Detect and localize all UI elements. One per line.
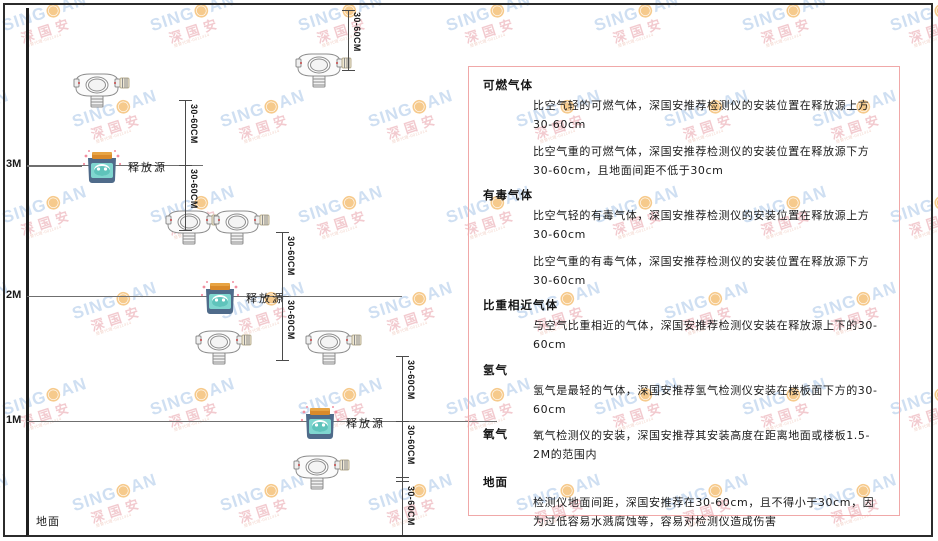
panel-section-heading: 可燃气体 — [483, 78, 533, 92]
panel-section-heading: 地面 — [483, 474, 508, 489]
panel-paragraph: 氧气检测仪的安装，深国安推荐其安装高度在距离地面或楼板1.5-2M的范围内 — [533, 429, 871, 462]
panel-paragraph: 与空气比重相近的气体，深国安推荐检测仪安装在释放源上下的30-60cm — [533, 319, 878, 352]
panel-paragraph: 比空气重的可燃气体，深国安推荐检测仪的安装位置在释放源下方30-60cm，且地面… — [533, 144, 870, 177]
dimension-tick — [396, 356, 409, 357]
gas-detector-icon — [68, 68, 130, 110]
dimension-tick — [179, 230, 192, 231]
info-panel: 可燃气体 比空气轻的可燃气体，深国安推荐检测仪的安装位置在释放源上方30-60cm… — [468, 66, 900, 528]
watermark-tiny: 报警代理-0011414 — [0, 310, 17, 336]
dimension-tick — [342, 70, 355, 71]
panel-section-body: 比空气轻的有毒气体，深国安推荐检测仪的安装位置在释放源上方30-60cm 比空气重… — [483, 206, 885, 290]
watermark-dot-icon: ◉ — [931, 382, 938, 406]
dimension-tick — [276, 296, 289, 297]
panel-section-heading: 比重相近气体 — [483, 298, 558, 312]
dimension-tick — [396, 477, 409, 478]
dimension-label: 30-60CM — [406, 486, 416, 526]
gas-detector-icon — [190, 325, 252, 367]
panel-paragraph: 比空气轻的可燃气体，深国安推荐检测仪的安装位置在释放源上方30-60cm — [533, 99, 870, 132]
watermark-dot-icon: ◉ — [931, 0, 938, 22]
dimension-tick — [396, 481, 409, 482]
panel-section: 有毒气体 比空气轻的有毒气体，深国安推荐检测仪的安装位置在释放源上方30-60cm… — [483, 187, 885, 290]
watermark-tiny: 报警代理-0011414 — [0, 502, 17, 528]
release-source-icon — [200, 281, 240, 315]
axis-tick-1m: 1M — [6, 414, 22, 426]
release-source-label: 释放源 — [346, 417, 385, 430]
axis-tick-3m: 3M — [6, 158, 22, 170]
gas-detector-icon — [288, 450, 350, 492]
release-source-icon — [82, 150, 122, 184]
dimension-tick — [276, 232, 289, 233]
vertical-axis — [26, 8, 29, 536]
panel-section-heading: 氧气 — [483, 427, 508, 441]
panel-section-body: 与空气比重相近的气体，深国安推荐检测仪安装在释放源上下的30-60cm — [483, 316, 885, 355]
gas-detector-icon — [208, 205, 270, 247]
dimension-tick — [342, 10, 355, 11]
dimension-label: 30-60CM — [352, 12, 362, 52]
dimension-tick — [276, 360, 289, 361]
panel-section: 地面检测仪地面间距，深国安推荐在30-60cm，且不得小于30cm，因为过低容易… — [483, 474, 885, 532]
gas-detector-icon — [300, 325, 362, 367]
dimension-label: 30-60CM — [189, 169, 199, 209]
panel-paragraph: 检测仪地面间距，深国安推荐在30-60cm，且不得小于30cm，因为过低容易水溅… — [533, 495, 875, 528]
dimension-tick — [396, 421, 409, 422]
dimension-line — [402, 356, 403, 535]
dimension-tick — [179, 165, 192, 166]
dimension-label: 30-60CM — [286, 300, 296, 340]
panel-section-heading: 氢气 — [483, 362, 508, 377]
gridline-1m — [27, 421, 497, 422]
panel-section-body: 检测仪地面间距，深国安推荐在30-60cm，且不得小于30cm，因为过低容易水溅… — [483, 493, 885, 532]
panel-section: 氢气氢气是最轻的气体，深国安推荐氢气检测仪安装在楼板面下方的30-60cm — [483, 362, 885, 420]
dimension-line — [348, 10, 349, 70]
dimension-tick — [179, 100, 192, 101]
dimension-label: 30-60CM — [406, 360, 416, 400]
panel-section: 氧气 氧气检测仪的安装，深国安推荐其安装高度在距离地面或楼板1.5-2M的范围内 — [483, 426, 885, 472]
dimension-label: 30-60CM — [406, 425, 416, 465]
panel-section-body: 比空气轻的可燃气体，深国安推荐检测仪的安装位置在释放源上方30-60cm 比空气重… — [483, 96, 885, 180]
panel-paragraph: 氢气是最轻的气体，深国安推荐氢气检测仪安装在楼板面下方的30-60cm — [533, 383, 878, 416]
release-source-label: 释放源 — [128, 161, 167, 174]
dimension-label: 30-60CM — [189, 104, 199, 144]
panel-section-body: 氧气检测仪的安装，深国安推荐其安装高度在距离地面或楼板1.5-2M的范围内 — [529, 426, 885, 472]
ground-label: 地面 — [36, 515, 60, 528]
panel-section: 比重相近气体与空气比重相近的气体，深国安推荐检测仪安装在释放源上下的30-60c… — [483, 297, 885, 355]
watermark-dot-icon: ◉ — [931, 190, 938, 214]
panel-section: 可燃气体 比空气轻的可燃气体，深国安推荐检测仪的安装位置在释放源上方30-60cm… — [483, 77, 885, 180]
release-source-label: 释放源 — [246, 292, 285, 305]
axis-tick-2m: 2M — [6, 289, 22, 301]
panel-paragraph: 比空气轻的有毒气体，深国安推荐检测仪的安装位置在释放源上方30-60cm — [533, 209, 870, 242]
dimension-label: 30-60CM — [286, 236, 296, 276]
leader-line — [27, 166, 82, 167]
watermark-tiny: 报警代理-0011414 — [0, 118, 17, 144]
panel-section-body: 氢气是最轻的气体，深国安推荐氢气检测仪安装在楼板面下方的30-60cm — [483, 381, 885, 420]
panel-paragraph: 比空气重的有毒气体，深国安推荐检测仪的安装位置在释放源下方30-60cm — [533, 254, 870, 287]
gas-detector-icon — [290, 48, 352, 90]
gridline-ground — [27, 535, 932, 537]
panel-section-heading: 有毒气体 — [483, 188, 533, 202]
release-source-icon — [300, 406, 340, 440]
